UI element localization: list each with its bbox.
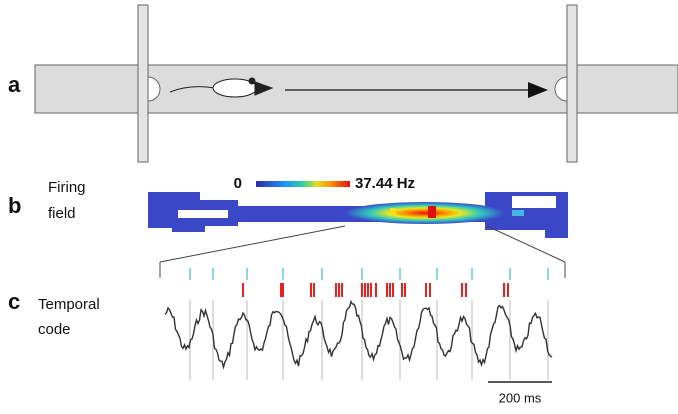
zoom-line (159, 225, 346, 263)
colorbar (256, 181, 350, 187)
firing-map (148, 192, 568, 238)
barrier (137, 4, 149, 163)
track (34, 64, 678, 114)
zoom-line (486, 225, 566, 263)
notch (554, 76, 568, 102)
barrier (566, 4, 578, 163)
colorbar-min: 0 (234, 175, 242, 192)
panel-label: b (8, 193, 21, 218)
colorbar-max: 37.44 Hz (355, 175, 415, 192)
panel-label: a (8, 72, 21, 97)
panel-label: c (8, 289, 20, 314)
arrow-head (528, 82, 548, 98)
panel-title: Firing (48, 179, 86, 196)
panel-title: field (48, 205, 76, 222)
panel-title: Temporal (38, 296, 100, 313)
notch (147, 76, 161, 102)
lfp-trace (164, 299, 553, 370)
panel-title: code (38, 321, 71, 338)
scale-bar-label: 200 ms (499, 390, 542, 405)
rat (169, 77, 274, 98)
